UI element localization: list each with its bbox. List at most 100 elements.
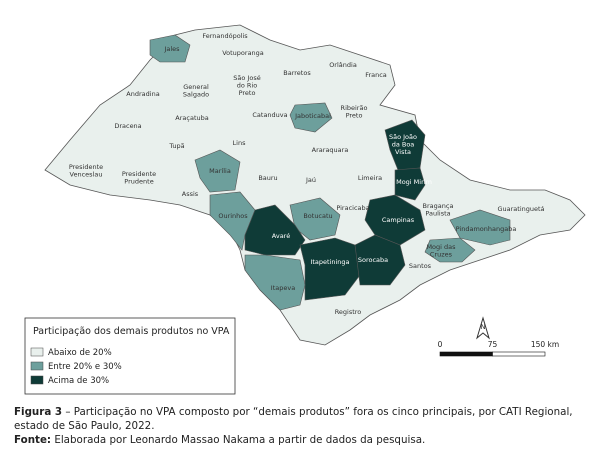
source-text: Elaborada por Leonardo Massao Nakama a p…	[51, 434, 426, 446]
region-label-line: Cruzes	[430, 251, 453, 259]
region	[244, 254, 306, 311]
legend-box	[24, 317, 236, 395]
region-label-line: Itapetininga	[310, 258, 349, 266]
region-label-line: Orlândia	[329, 61, 357, 69]
region-label: Guaratinguetá	[497, 205, 544, 213]
region	[194, 149, 241, 193]
region-label: Presidente Venceslau	[69, 163, 103, 179]
region-label-line: Mogi Mirim	[396, 178, 432, 186]
legend-title: Participação dos demais produtos no VPA	[33, 326, 230, 337]
region-label-line: Santos	[409, 262, 432, 270]
region-label-line: Guaratinguetá	[497, 205, 544, 213]
region-label-line: Presidente	[122, 170, 156, 178]
region-label: Lins	[233, 139, 247, 147]
scale-label: 0	[438, 340, 443, 349]
region-label: Limeira	[358, 174, 382, 182]
region-label: Assis	[182, 190, 199, 198]
source: Fonte: Elaborada por Leonardo Massao Nak…	[14, 433, 598, 447]
region-label-line: Ribeirão	[341, 104, 368, 112]
region-label-line: Registro	[335, 308, 362, 316]
region	[394, 167, 426, 201]
legend-label: Acima de 30%	[48, 376, 109, 386]
region-label-line: Presidente	[69, 163, 103, 171]
region-label-line: Tupã	[168, 142, 184, 150]
region-label: Franca	[365, 71, 387, 79]
region	[354, 234, 406, 286]
source-label: Fonte:	[14, 434, 52, 446]
region	[364, 194, 426, 246]
region-label-line: Sorocaba	[358, 256, 388, 264]
region-label-line: Marília	[209, 167, 231, 175]
region-label: Ribeirão Preto	[341, 104, 368, 120]
region-label: Bragança Paulista	[423, 202, 454, 218]
region-label-line: do Rio	[237, 82, 257, 90]
region-label-line: Dracena	[114, 122, 141, 130]
region-label: Pindamonhangaba	[456, 225, 517, 233]
region	[299, 237, 361, 301]
region-label-line: Andradina	[126, 90, 159, 98]
region-label: Bauru	[258, 174, 277, 182]
region-label: Jaú	[305, 176, 316, 184]
region-label: Itapetininga	[310, 258, 349, 266]
region-label: Andradina	[126, 90, 159, 98]
region-label-line: Assis	[182, 190, 199, 198]
region-label: Registro	[335, 308, 362, 316]
region-label-line: Preto	[239, 89, 256, 97]
region-label-line: Campinas	[382, 216, 415, 224]
map: Jales Fernandópolis Votuporanga General Salg…	[24, 24, 586, 395]
region-label-line: Ourinhos	[218, 212, 248, 220]
region-label-line: Jaboticabal	[294, 112, 331, 120]
region-label: Santos	[409, 262, 432, 270]
region-label: Campinas	[382, 216, 415, 224]
region-label: Tupã	[168, 142, 184, 150]
region-label-line: Fernandópolis	[202, 32, 248, 40]
region-label-line: São José	[233, 74, 260, 82]
region-label: Piracicaba	[336, 204, 369, 212]
region-label-line: Bragança	[423, 202, 454, 210]
region-label-line: Piracicaba	[336, 204, 369, 212]
region-label-line: Salgado	[183, 91, 209, 99]
region-label-line: da Boa	[392, 141, 415, 149]
scale-bar: 0 75 150 km	[438, 340, 559, 357]
region-label: Jales	[163, 45, 180, 53]
region-label: São José do Rio Preto	[233, 74, 260, 97]
region-label-line: Prudente	[124, 178, 153, 186]
region-label: Ourinhos	[218, 212, 248, 220]
region-label-line: Paulista	[425, 210, 450, 218]
region-label-line: Lins	[233, 139, 247, 147]
region-label-line: Itapeva	[271, 284, 295, 292]
region-label: General Salgado	[183, 83, 209, 99]
region	[424, 237, 476, 263]
region-label-line: Botucatu	[303, 212, 332, 220]
region-label-line: Barretos	[283, 69, 311, 77]
north-arrow: N	[476, 316, 490, 340]
legend: Abaixo de 20% Entre 20% e 30% Acima de 30%	[30, 347, 122, 386]
region-label-line: Avaré	[272, 232, 290, 240]
legend-label: Entre 20% e 30%	[48, 362, 122, 372]
region-label-line: Catanduva	[252, 111, 287, 119]
region-label-line: Bauru	[258, 174, 277, 182]
scale-label: 75	[488, 340, 498, 349]
region-label: Mogi das Cruzes	[426, 243, 456, 259]
region-label: Botucatu	[303, 212, 332, 220]
region-label: Dracena	[114, 122, 141, 130]
region-label-line: Jaú	[305, 176, 316, 184]
region-label: São João da Boa Vista	[389, 133, 417, 156]
region-label-line: Araçatuba	[175, 114, 208, 122]
region-label: Itapeva	[271, 284, 295, 292]
region-label-line: Pindamonhangaba	[456, 225, 517, 233]
region-label-line: Limeira	[358, 174, 382, 182]
region-label: Catanduva	[252, 111, 287, 119]
region-label: Sorocaba	[358, 256, 388, 264]
region-label-line: Franca	[365, 71, 387, 79]
region	[289, 102, 333, 133]
region-label: Fernandópolis	[202, 32, 248, 40]
region-label-line: Vista	[395, 148, 411, 156]
region	[149, 34, 191, 63]
region-label: Araçatuba	[175, 114, 208, 122]
region-label-line: São João	[389, 133, 417, 141]
region-label-line: Votuporanga	[222, 49, 264, 57]
region-label: Araraquara	[312, 146, 349, 154]
caption-label: Figura 3	[14, 406, 63, 418]
